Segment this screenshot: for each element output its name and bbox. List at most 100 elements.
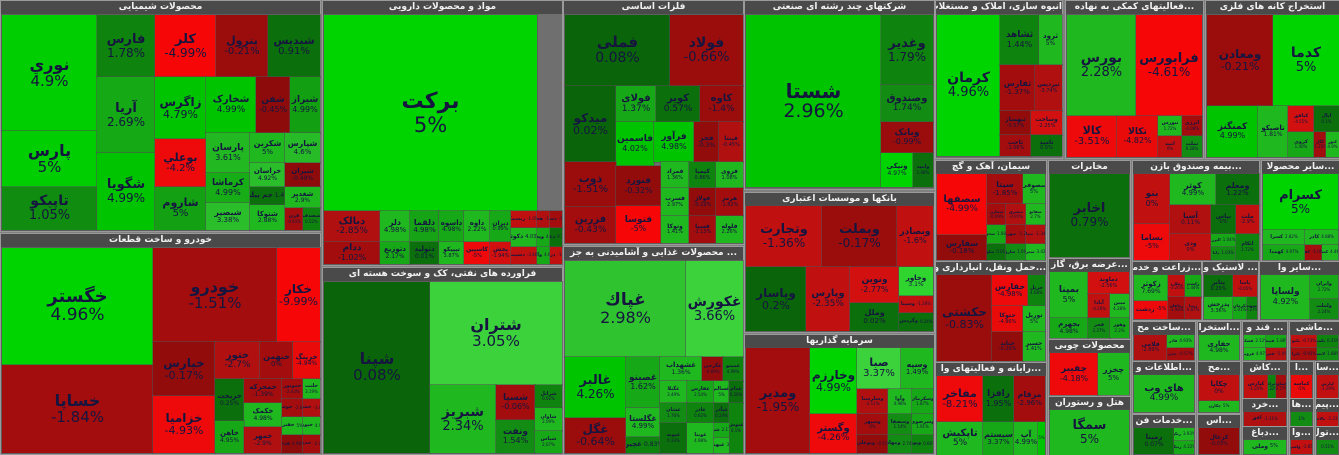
stock-tile[interactable]: چفیبر -4.18% (1050, 353, 1098, 395)
stock-tile[interactable]: بپاس 0% (1211, 205, 1236, 234)
stock-tile[interactable]: سمگا 5% (1050, 410, 1129, 455)
stock-tile[interactable]: وخارزم 4.99% (810, 348, 857, 414)
stock-tile[interactable]: شبریز 2.34% (430, 385, 496, 453)
stock-tile[interactable]: دلر 4.98% (380, 211, 410, 242)
stock-tile[interactable]: فرآور 4.98% (654, 122, 694, 162)
stock-tile[interactable]: ثرود 5% (1039, 15, 1062, 65)
stock-tile[interactable]: کفرا-1.06% (1305, 245, 1322, 260)
stock-tile[interactable]: پاسا -0.05% (1233, 275, 1257, 297)
stock-tile[interactable]: خودرو -1.51% (153, 248, 277, 342)
stock-tile[interactable]: کهمدا 4.97% (1263, 245, 1305, 260)
stock-tile[interactable]: وسصفا 1.14% (888, 414, 912, 435)
stock-tile[interactable]: وپویا0.66% (912, 435, 933, 453)
stock-tile[interactable]: خمحرکه -1.39% (244, 379, 282, 403)
stock-tile[interactable]: فپنتا -0.45% (719, 122, 743, 162)
stock-tile[interactable]: برکت 5% (324, 15, 537, 211)
stock-tile[interactable]: خموتور -2.43% (282, 379, 303, 399)
stock-tile[interactable]: فمراد 1.36% (661, 162, 689, 188)
stock-tile[interactable]: خرینگ -4.94% (293, 342, 320, 379)
stock-tile[interactable]: کگل-1.25% (1314, 132, 1326, 157)
stock-tile[interactable]: ثپردیس -3.74% (1035, 65, 1062, 111)
stock-tile[interactable]: اخابر 0.79% (1050, 174, 1129, 257)
stock-tile[interactable]: غمینو 4.99% (723, 357, 743, 381)
stock-tile[interactable]: تایرا -0.93% (1291, 348, 1317, 360)
stock-tile[interactable]: تکمبا0.35% (1317, 335, 1338, 348)
stock-tile[interactable]: بوعلي -4.2% (155, 139, 206, 187)
stock-tile[interactable]: نبورس 1.72% (1158, 116, 1182, 136)
stock-tile[interactable]: اپال 0.1% (1314, 106, 1339, 132)
stock-tile[interactable]: شاروم 5% (155, 187, 206, 230)
stock-tile[interactable]: فارس 1.78% (97, 15, 155, 77)
stock-tile[interactable]: انرژی -0.08% (1182, 116, 1202, 136)
stock-tile[interactable]: ثبهساز -0.57% (1000, 111, 1031, 135)
stock-tile[interactable]: وبملت -0.17% (822, 206, 897, 267)
stock-tile[interactable]: وتجارت -1.36% (746, 206, 822, 267)
stock-tile[interactable]: بجهرم 4.98% (1050, 318, 1088, 338)
stock-tile[interactable]: خکار -9.99% (277, 248, 320, 342)
stock-tile[interactable]: والبر4.62% (537, 247, 550, 264)
stock-tile[interactable]: تیپیکو 3.87% (439, 242, 464, 264)
stock-tile[interactable]: خساپا -1.84% (2, 365, 153, 453)
stock-tile[interactable]: چکاپا 0% (1199, 375, 1239, 401)
stock-tile[interactable]: آریا 2.69% (97, 77, 155, 153)
stock-tile[interactable]: ثشاهد 1.44% (1000, 15, 1039, 65)
stock-tile[interactable]: سشرق -0.95% (1006, 204, 1026, 225)
stock-tile[interactable]: خکمک 4.98% (244, 403, 282, 427)
stock-tile[interactable]: زملارد -3.26% (1168, 275, 1185, 297)
stock-tile[interactable]: شبصیر 3.38% (206, 203, 250, 230)
stock-tile[interactable]: فتوسا -5% (616, 206, 661, 243)
stock-tile[interactable]: نوري 4.9% (2, 15, 97, 131)
stock-tile[interactable]: توریل 5% (1023, 306, 1045, 332)
stock-tile[interactable]: خزامیا -4.93% (153, 396, 215, 453)
stock-tile[interactable]: کسرا 2.82% (1263, 230, 1305, 245)
stock-tile[interactable]: چدن -0.57% (1167, 348, 1194, 360)
stock-tile[interactable]: هجرت-1.97% (537, 211, 550, 228)
stock-tile[interactable]: پتایر 0.25% (1204, 275, 1233, 297)
stock-tile[interactable]: 5% (1038, 422, 1045, 455)
stock-tile[interactable]: بورس 2.28% (1067, 15, 1136, 116)
stock-tile[interactable]: درازک-1.43% (550, 247, 562, 264)
stock-tile[interactable]: کبافق -4.55% (1288, 106, 1314, 132)
stock-tile[interactable]: فزرین -0.43% (565, 207, 616, 243)
stock-tile[interactable]: حفاری 4.98% (1199, 335, 1239, 360)
stock-tile[interactable]: دسانکو-1.81% (550, 211, 562, 228)
stock-tile[interactable]: مرقام -2.96% (1014, 376, 1045, 422)
stock-tile[interactable]: شگویا 4.99% (97, 153, 155, 230)
stock-tile[interactable]: کزغال -0.03% (1199, 428, 1239, 454)
stock-tile[interactable]: خدیزل-2.08% (303, 435, 320, 453)
stock-tile[interactable]: فولاژ -0.19% (689, 188, 716, 216)
stock-tile[interactable]: سمازن -0.09% (987, 204, 1006, 225)
stock-tile[interactable]: سصفها -4.99% (937, 174, 987, 235)
stock-tile[interactable]: ریشمک-1.05% (511, 211, 537, 228)
stock-tile[interactable]: دانا 1.03% (1211, 247, 1236, 260)
stock-tile[interactable]: شپارس 4.6% (285, 133, 320, 163)
stock-tile[interactable]: خراسان 4.92% (250, 163, 285, 187)
stock-tile[interactable]: کساوه-0.77% (1276, 375, 1286, 398)
stock-tile[interactable]: وگردش 0.24% (899, 313, 933, 331)
stock-tile[interactable]: امید 0% (1158, 136, 1182, 157)
stock-tile[interactable]: اتکام 2.72% (1236, 234, 1259, 260)
stock-tile[interactable]: کسرام 5% (1263, 174, 1338, 230)
stock-tile[interactable]: سیتا -1.85% (987, 174, 1023, 204)
stock-tile[interactable]: مبین 4.28% (1110, 294, 1129, 318)
stock-tile[interactable]: ذوب -1.51% (565, 162, 616, 207)
stock-tile[interactable]: دکوثر4.03% (511, 228, 537, 247)
stock-tile[interactable]: فاذر 4.93% (1167, 335, 1194, 348)
stock-tile[interactable]: حریل 4.68% (1028, 275, 1045, 306)
stock-tile[interactable]: فنورد -0.32% (616, 166, 661, 206)
stock-tile[interactable]: ونیکی 4.97% (881, 153, 913, 187)
stock-tile[interactable]: ومهان2.74% (888, 435, 912, 453)
stock-tile[interactable]: جم پیلن1.4% (250, 187, 285, 205)
stock-tile[interactable]: ددام -1.02% (324, 242, 380, 264)
stock-tile[interactable]: وپخش4.90% (537, 228, 550, 247)
stock-tile[interactable]: پخش -1.94% (490, 242, 511, 264)
stock-tile[interactable]: خگستر 4.96% (2, 248, 153, 365)
stock-tile[interactable]: غگل -0.64% (565, 418, 626, 453)
stock-tile[interactable]: لابسا1.88% (1317, 348, 1338, 360)
stock-tile[interactable]: شتران 3.05% (430, 282, 562, 385)
stock-tile[interactable]: وایران 2.72% (1310, 275, 1338, 299)
stock-tile[interactable]: وهور 2.2% (1110, 318, 1129, 338)
stock-tile[interactable]: آپ 4.99% (1014, 422, 1038, 455)
stock-tile[interactable]: آبادا -4.26% (1088, 294, 1110, 318)
stock-tile[interactable]: سفانو 2.7% (1026, 204, 1045, 225)
